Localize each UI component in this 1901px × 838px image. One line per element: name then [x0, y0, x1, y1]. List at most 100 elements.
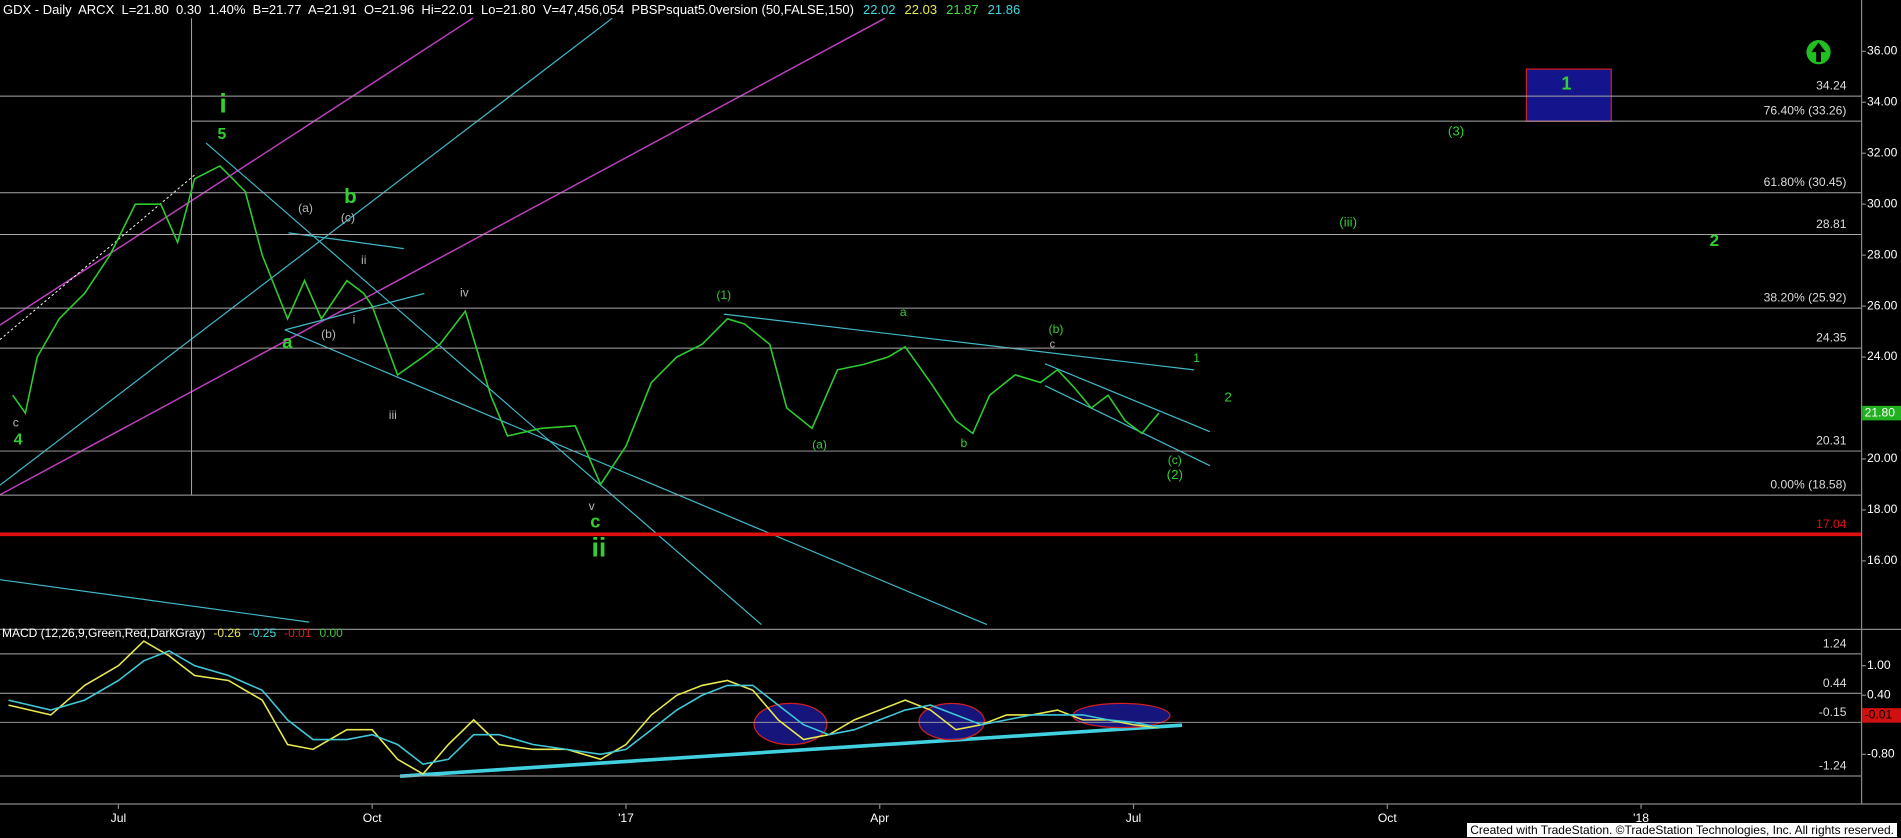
x-tick-label: '17	[618, 811, 634, 825]
wave-label: (c)	[1168, 453, 1182, 467]
y-tick-label: -0.80	[1867, 747, 1895, 761]
x-tick-label: Jul	[1126, 811, 1141, 825]
header-item: 22.02	[863, 2, 896, 17]
x-tick-label: Oct	[363, 811, 382, 825]
x-tick-label: Oct	[1378, 811, 1397, 825]
y-tick-label: 1.00	[1867, 658, 1891, 672]
level-label: 38.20% (25.92)	[1764, 291, 1847, 305]
wave-label: ii	[592, 532, 607, 562]
header-item: -0.25	[248, 626, 277, 640]
y-tick-label: 24.00	[1867, 349, 1898, 363]
wave-label: (b)	[321, 327, 336, 341]
level-label: 0.00% (18.58)	[1770, 478, 1846, 492]
level-label: 61.80% (30.45)	[1764, 175, 1847, 189]
header-item: 21.87	[946, 2, 979, 17]
wave-label: 4	[14, 431, 23, 448]
level-label: 34.24	[1816, 79, 1847, 93]
wave-label: b	[344, 185, 357, 208]
wave-label: (2)	[1167, 467, 1183, 482]
footer: Created with TradeStation. ©TradeStation…	[1467, 823, 1897, 837]
y-tick-label: 28.00	[1867, 247, 1898, 261]
level-label: 1.24	[1823, 636, 1847, 650]
wave-label: (c)	[341, 210, 355, 224]
up-arrow	[1811, 42, 1826, 62]
wave-label: iii	[389, 408, 397, 422]
level-label: 28.81	[1816, 217, 1847, 231]
trend-line	[723, 313, 1195, 371]
header-item: 22.03	[904, 2, 938, 17]
header-item: 21.86	[987, 2, 1021, 17]
wave-label: 2	[1710, 231, 1719, 250]
y-tick-label: 32.00	[1867, 145, 1898, 159]
level-label: 76.40% (33.26)	[1764, 104, 1847, 118]
y-tick-label: 18.00	[1867, 502, 1898, 516]
wave-label: 2	[1224, 389, 1231, 404]
trend-line	[284, 292, 425, 331]
wave-label: c	[1050, 338, 1056, 350]
y-tick-label: 26.00	[1867, 298, 1898, 312]
wave-label: c	[590, 511, 600, 531]
last-value-box	[1862, 708, 1901, 723]
macd-title: MACD (12,26,9,Green,Red,DarkGray) -0.26 -0…	[2, 626, 351, 640]
trend-line	[0, 579, 310, 623]
wave-label: c	[13, 415, 19, 429]
level-label: 20.31	[1816, 434, 1847, 448]
target-box	[1525, 68, 1612, 122]
wave-label: (a)	[298, 201, 313, 215]
highlight-ellipse	[918, 702, 986, 741]
level-label: 0.44	[1823, 676, 1847, 690]
wave-label: (b)	[1049, 322, 1064, 336]
header-item: GDX - Daily ARCX L=21.80 0.30 1.40% B=21…	[3, 2, 854, 17]
header-item: -0.01	[284, 626, 312, 640]
y-tick-label: 20.00	[1867, 451, 1898, 465]
x-tick-label: Jul	[111, 811, 126, 825]
trend-line	[288, 232, 404, 250]
axes: 36.0034.0032.0030.0028.0026.0024.0020.00…	[111, 44, 1901, 825]
wave-label: 1	[1193, 351, 1200, 365]
last-value-label: -0.01	[1865, 708, 1893, 722]
y-tick-label: 36.00	[1867, 44, 1898, 58]
trendlines	[0, 17, 1831, 778]
wave-label: 5	[217, 126, 226, 143]
y-tick-label: 0.40	[1867, 687, 1891, 701]
header-item: 0.00	[319, 626, 343, 640]
signal-line	[8, 650, 1160, 765]
wave-label: ii	[361, 253, 366, 267]
last-price-label: 21.80	[1865, 405, 1896, 419]
wave-label: (iii)	[1339, 215, 1357, 230]
level-label: 24.35	[1816, 331, 1847, 345]
level-label: -0.15	[1819, 705, 1847, 719]
last-price-box	[1862, 405, 1901, 421]
wave-label: (1)	[716, 288, 731, 302]
y-tick-label: 34.00	[1867, 94, 1898, 108]
wave-label: iv	[460, 286, 470, 300]
channel-line	[0, 17, 886, 496]
plot-layer: 34.24 76.40% (33.26) 61.80% (30.45) 28.81 38…	[0, 74, 1861, 777]
x-tick-label: Apr	[870, 811, 889, 825]
wave-label: a	[900, 305, 907, 319]
wave-label: b	[960, 436, 967, 450]
level-label: -1.24	[1819, 758, 1847, 772]
wave-label: v	[589, 499, 596, 513]
channel-line	[205, 142, 762, 626]
header-item: MACD (12,26,9,Green,Red,DarkGray)	[2, 626, 206, 640]
x-tick-label: '18	[1633, 811, 1649, 825]
trend-line	[1044, 363, 1211, 433]
highlight-ellipse	[753, 702, 828, 746]
macd-trend-line	[399, 723, 1183, 778]
wave-label: a	[282, 332, 293, 352]
channel-line	[284, 329, 988, 626]
wave-label: i	[219, 89, 226, 119]
trend-line	[1044, 385, 1211, 467]
wave-label: (3)	[1448, 124, 1464, 139]
dotted-line	[0, 173, 197, 340]
wave-label: (a)	[812, 437, 827, 451]
header-item: -0.26	[213, 626, 241, 640]
header: GDX - Daily ARCX L=21.80 0.30 1.40% B=21…	[3, 2, 1029, 17]
wave-label: i	[353, 312, 356, 326]
channel-line	[0, 17, 474, 326]
level-label: 17.04	[1816, 517, 1847, 531]
